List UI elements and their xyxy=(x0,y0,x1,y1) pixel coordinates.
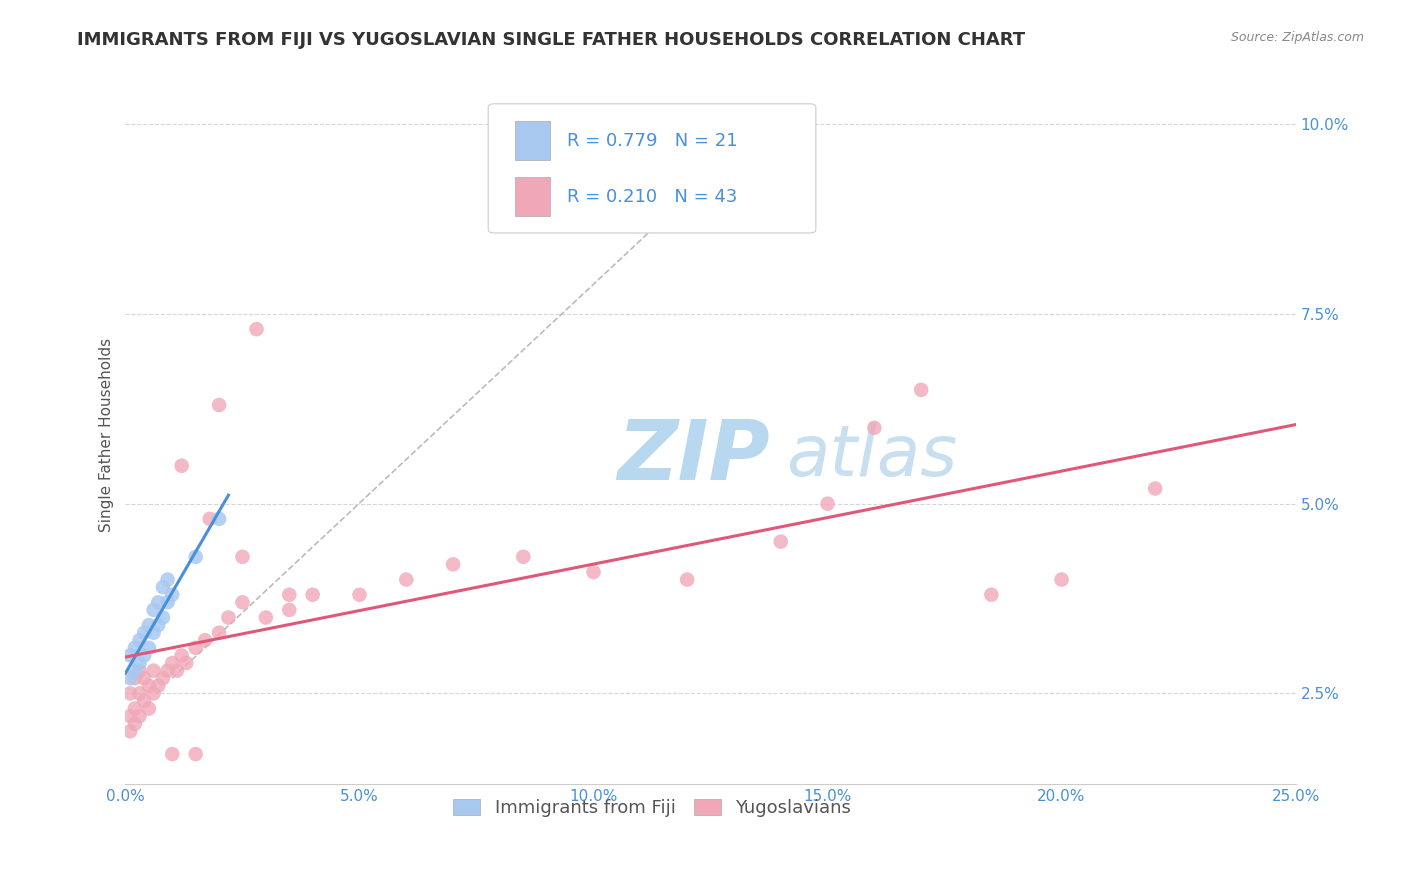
Point xyxy=(120,671,142,685)
Point xyxy=(184,640,207,655)
Point xyxy=(120,709,142,723)
Point xyxy=(138,618,160,632)
Point xyxy=(512,549,534,564)
Legend: Immigrants from Fiji, Yugoslavians: Immigrants from Fiji, Yugoslavians xyxy=(446,791,858,824)
Text: IMMIGRANTS FROM FIJI VS YUGOSLAVIAN SINGLE FATHER HOUSEHOLDS CORRELATION CHART: IMMIGRANTS FROM FIJI VS YUGOSLAVIAN SING… xyxy=(77,31,1025,49)
Bar xyxy=(515,178,550,216)
Point xyxy=(349,588,371,602)
Text: Source: ZipAtlas.com: Source: ZipAtlas.com xyxy=(1230,31,1364,45)
Point xyxy=(124,664,146,678)
Point xyxy=(138,701,160,715)
Point xyxy=(138,679,160,693)
Point xyxy=(152,610,174,624)
Y-axis label: Single Father Households: Single Father Households xyxy=(100,338,114,533)
Point xyxy=(128,633,150,648)
Point xyxy=(301,588,323,602)
Point xyxy=(395,573,418,587)
Bar xyxy=(515,121,550,160)
Text: ZIP: ZIP xyxy=(617,416,769,497)
Point xyxy=(194,633,217,648)
Point xyxy=(441,558,464,572)
Text: R = 0.779   N = 21: R = 0.779 N = 21 xyxy=(567,132,737,150)
Point xyxy=(124,716,146,731)
Point xyxy=(134,648,156,663)
Point xyxy=(769,534,792,549)
Point xyxy=(124,671,146,685)
Point xyxy=(198,512,221,526)
Point xyxy=(134,671,156,685)
Point xyxy=(245,322,267,336)
Point xyxy=(231,595,253,609)
Point xyxy=(152,580,174,594)
Point xyxy=(128,686,150,700)
Point xyxy=(980,588,1002,602)
Point xyxy=(152,671,174,685)
Point xyxy=(142,686,165,700)
Point xyxy=(124,701,146,715)
Text: atlas: atlas xyxy=(786,422,957,491)
Point xyxy=(217,610,239,624)
Point xyxy=(184,549,207,564)
Point xyxy=(138,640,160,655)
Point xyxy=(120,724,142,739)
Point xyxy=(142,603,165,617)
Point xyxy=(156,664,179,678)
Point xyxy=(1144,482,1167,496)
Point xyxy=(148,618,170,632)
Point xyxy=(148,595,170,609)
Point xyxy=(170,648,193,663)
Point xyxy=(148,679,170,693)
Point xyxy=(676,573,699,587)
Point xyxy=(134,694,156,708)
Point xyxy=(582,565,605,579)
Text: R = 0.210   N = 43: R = 0.210 N = 43 xyxy=(567,187,737,206)
Point xyxy=(128,709,150,723)
Point xyxy=(278,603,301,617)
Point xyxy=(208,398,231,412)
Point xyxy=(254,610,277,624)
Point xyxy=(156,595,179,609)
Point xyxy=(176,656,198,670)
Point xyxy=(184,747,207,761)
Point xyxy=(208,512,231,526)
Point xyxy=(124,640,146,655)
Point xyxy=(162,588,184,602)
Point xyxy=(170,458,193,473)
Point xyxy=(817,497,839,511)
Point xyxy=(1050,573,1073,587)
Point xyxy=(231,549,253,564)
Point xyxy=(278,588,301,602)
Point xyxy=(166,664,188,678)
Point xyxy=(162,747,184,761)
Point xyxy=(863,421,886,435)
Point xyxy=(134,625,156,640)
Point xyxy=(208,625,231,640)
Point xyxy=(156,573,179,587)
FancyBboxPatch shape xyxy=(488,103,815,233)
Point xyxy=(120,686,142,700)
Point xyxy=(142,625,165,640)
Point xyxy=(128,664,150,678)
Point xyxy=(910,383,932,397)
Point xyxy=(128,656,150,670)
Point xyxy=(120,648,142,663)
Point xyxy=(142,664,165,678)
Point xyxy=(162,656,184,670)
